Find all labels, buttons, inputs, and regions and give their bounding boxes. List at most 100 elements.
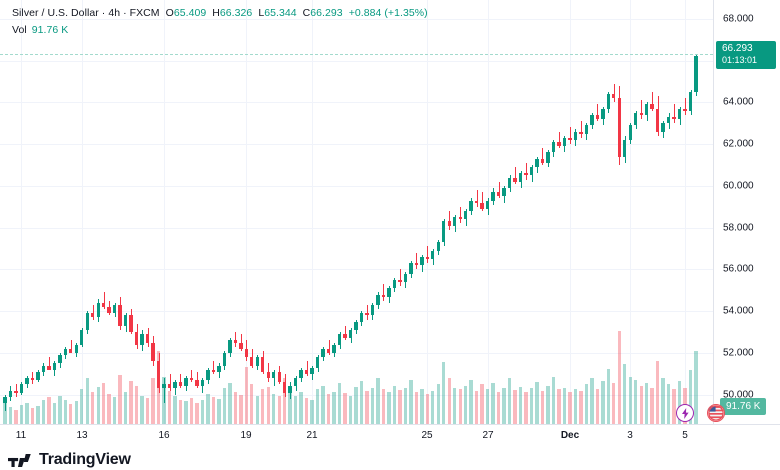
candle-body xyxy=(529,167,534,176)
candle-wick xyxy=(449,210,450,230)
current-price-badge[interactable]: 66.293 01:13:01 xyxy=(716,41,776,70)
grid-line-vertical xyxy=(630,0,631,424)
volume-bar xyxy=(140,395,144,424)
volume-bar xyxy=(217,398,221,424)
price-tick-label: 54.000 xyxy=(723,305,754,317)
grid-line-horizontal xyxy=(0,18,713,20)
us-flag-icon[interactable] xyxy=(707,404,725,422)
volume-bar xyxy=(184,401,188,424)
volume-bar xyxy=(420,389,424,424)
volume-bar xyxy=(151,378,155,424)
candle-wick xyxy=(542,148,543,165)
volume-bar xyxy=(381,389,386,424)
price-tick-label: 52.000 xyxy=(723,347,754,359)
time-tick-label: 16 xyxy=(158,430,170,441)
volume-bar xyxy=(496,392,501,424)
candle-wick xyxy=(597,104,598,122)
volume-bar xyxy=(326,393,331,424)
grid-line-horizontal xyxy=(0,102,713,104)
candle-body xyxy=(425,256,429,259)
volume-bar xyxy=(453,387,457,424)
volume-bar xyxy=(112,397,117,424)
candle-body xyxy=(304,369,309,374)
volume-bar xyxy=(365,390,369,424)
candle-body xyxy=(52,363,57,370)
candle-body xyxy=(58,355,62,364)
candle-body xyxy=(326,348,331,353)
volume-bar xyxy=(376,378,380,424)
volume-bar xyxy=(398,390,402,424)
candle-wick xyxy=(104,292,105,310)
candle-body xyxy=(442,221,446,243)
volume-bar xyxy=(677,381,682,424)
candle-wick xyxy=(515,167,516,184)
candle-body xyxy=(228,340,232,353)
tradingview-wordmark: TradingView xyxy=(39,451,131,468)
volume-bar xyxy=(688,370,693,424)
grid-line-horizontal xyxy=(0,60,713,62)
candle-body xyxy=(123,315,128,326)
volume-bar xyxy=(304,397,309,424)
volume-bar xyxy=(63,399,67,424)
candle-body xyxy=(195,380,199,387)
volume-bar xyxy=(639,386,643,424)
candle-wick xyxy=(180,373,181,389)
volume-bar xyxy=(3,401,7,424)
candle-body xyxy=(518,173,523,182)
candle-body xyxy=(217,365,221,372)
candle-wick xyxy=(191,369,192,383)
volume-bar xyxy=(189,397,194,424)
volume-bar xyxy=(107,393,111,424)
volume-bar xyxy=(557,389,561,424)
candle-wick xyxy=(581,121,582,138)
volume-bar xyxy=(206,393,210,424)
candle-body xyxy=(507,177,512,188)
volume-bar xyxy=(354,386,358,424)
volume-bar xyxy=(337,382,342,424)
volume-badge[interactable]: 91.76 K xyxy=(720,398,767,415)
volume-bar xyxy=(30,408,35,424)
candle-body xyxy=(524,173,528,176)
candle-body xyxy=(337,334,342,345)
candle-wick xyxy=(307,361,308,376)
volume-bar xyxy=(222,387,227,424)
candle-body xyxy=(19,384,24,393)
time-axis[interactable]: 11131619212527Dec359111417 xyxy=(0,424,780,448)
candle-body xyxy=(112,304,117,314)
candle-wick xyxy=(367,304,368,320)
price-tick-label: 64.000 xyxy=(723,96,754,108)
candle-body xyxy=(288,386,292,393)
time-tick-label: 5 xyxy=(682,430,688,441)
candle-body xyxy=(206,369,210,381)
candle-body xyxy=(655,108,660,132)
candle-body xyxy=(272,371,276,379)
volume-bar xyxy=(25,403,29,424)
candle-wick xyxy=(400,269,401,287)
candle-body xyxy=(376,294,380,305)
price-axis[interactable]: 68.00066.00064.00062.00060.00058.00056.0… xyxy=(713,0,780,424)
volume-bar xyxy=(96,386,100,424)
price-tick-label: 56.000 xyxy=(723,263,754,275)
candle-body xyxy=(634,112,638,126)
volume-bar xyxy=(348,395,353,424)
tradingview-logo[interactable]: TradingView xyxy=(8,450,131,470)
candle-wick xyxy=(71,340,72,353)
candle-body xyxy=(359,313,364,322)
time-tick-label: 27 xyxy=(482,430,494,441)
chart-plot-area[interactable] xyxy=(0,0,713,424)
candle-body xyxy=(409,263,413,274)
candle-body xyxy=(562,137,567,147)
candle-wick xyxy=(49,357,50,370)
volume-bar xyxy=(666,384,671,424)
grid-line-vertical xyxy=(164,0,165,424)
candle-body xyxy=(200,380,205,387)
candle-body xyxy=(255,357,259,366)
candle-body xyxy=(173,382,177,389)
price-tick-label: 62.000 xyxy=(723,138,754,150)
lightning-bolt-icon[interactable] xyxy=(676,404,694,422)
candle-wick xyxy=(164,378,165,404)
candle-body xyxy=(557,142,561,147)
candle-body xyxy=(414,263,419,266)
volume-bar xyxy=(359,380,364,424)
